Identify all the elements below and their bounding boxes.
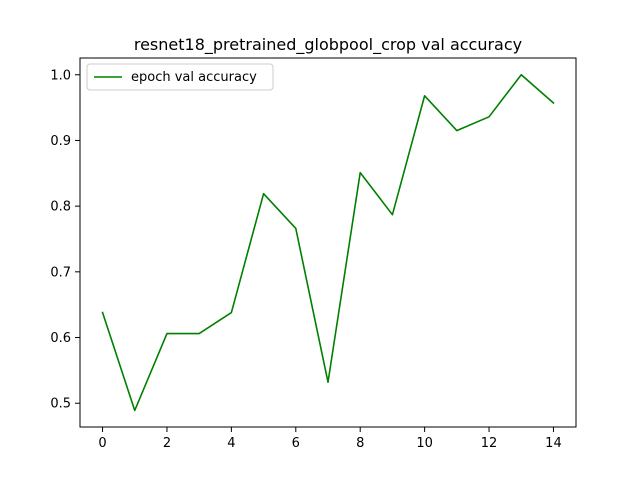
- legend-box: [86, 63, 274, 91]
- x-tick-label: 6: [292, 436, 300, 451]
- y-tick-label: 0.8: [50, 200, 71, 215]
- x-tick-label: 14: [545, 436, 562, 451]
- axes: 0 2 4 6 8 10 12 14 0.5 0.6 0.7 0.8 0.9 1.0: [50, 57, 577, 451]
- y-tick-label: 1.0: [50, 68, 71, 83]
- x-tick-label: 4: [227, 436, 235, 451]
- y-tick-label: 0.5: [50, 397, 71, 412]
- plot-frame: [79, 57, 577, 428]
- legend-label: epoch val accuracy: [131, 70, 257, 85]
- y-tick-label: 0.6: [50, 331, 71, 346]
- x-tick-label: 2: [163, 436, 171, 451]
- x-tick-label: 8: [356, 436, 364, 451]
- legend: epoch val accuracy: [86, 63, 274, 91]
- x-tick-label: 10: [416, 436, 433, 451]
- x-tick-label: 12: [481, 436, 498, 451]
- y-tick-label: 0.9: [50, 134, 71, 149]
- chart-title: resnet18_pretrained_globpool_crop val ac…: [134, 35, 522, 55]
- series-line: [101, 73, 555, 412]
- x-tick-label: 0: [98, 436, 106, 451]
- y-tick-label: 0.7: [50, 265, 71, 280]
- series-group: [101, 73, 555, 412]
